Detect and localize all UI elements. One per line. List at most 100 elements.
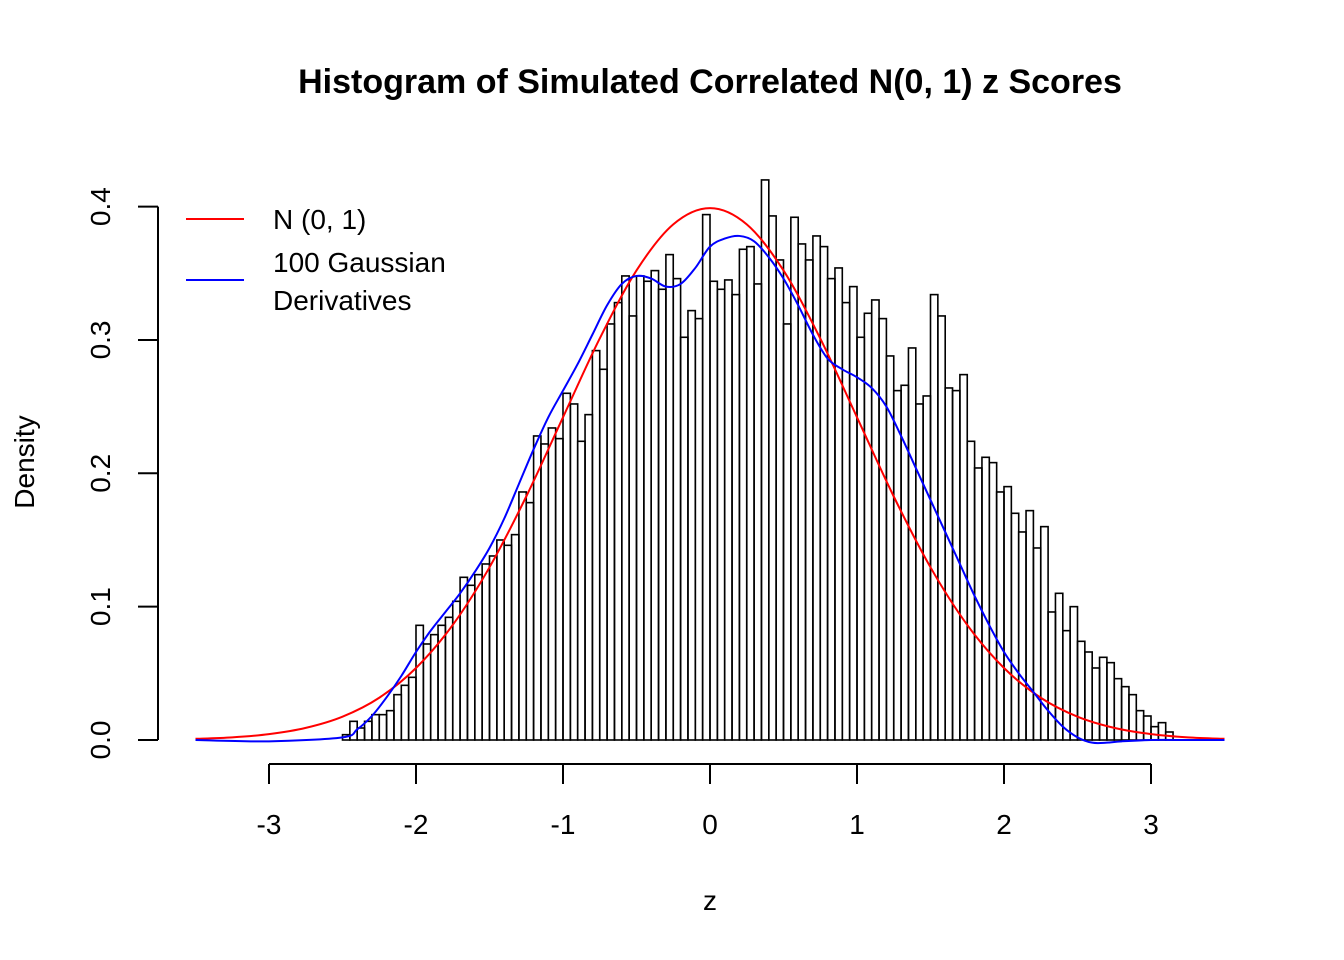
histogram-bar (716, 288, 726, 741)
histogram-bar (988, 461, 998, 741)
histogram-bar (775, 259, 785, 741)
histogram-bar (628, 315, 638, 741)
histogram-bar (1062, 629, 1071, 741)
y-axis-label: Density (9, 415, 40, 508)
histogram-bar (922, 395, 932, 741)
histogram-bar (1003, 485, 1013, 741)
histogram-bar (944, 387, 954, 741)
legend-label-normal: N (0, 1) (273, 204, 366, 235)
histogram-bar (518, 491, 528, 741)
histogram-bar (914, 403, 924, 741)
histogram-bar (1047, 611, 1057, 741)
histogram-bar (650, 269, 660, 741)
y-tick-label: 0.2 (85, 454, 116, 493)
histogram-bar (371, 713, 381, 741)
histogram-bar (760, 179, 770, 741)
histogram-bar (1157, 721, 1167, 741)
histogram-bar (892, 389, 902, 741)
histogram-bar (1084, 651, 1093, 741)
histogram-bar (731, 293, 741, 741)
histogram-bar (1128, 693, 1138, 741)
y-tick-label: 0.4 (85, 187, 116, 226)
x-tick-label: -1 (551, 809, 576, 840)
histogram-bar (496, 539, 506, 741)
histogram-bar (400, 684, 410, 741)
histogram-bar (1113, 677, 1123, 741)
histogram-bar (819, 245, 829, 741)
histogram-bar (966, 440, 976, 741)
histogram-bar (745, 245, 755, 741)
histogram-bar (635, 275, 645, 741)
histogram-bar (1032, 547, 1042, 741)
histogram-bar (1091, 667, 1101, 741)
histogram-bar (613, 301, 623, 741)
histogram-bar (753, 283, 763, 741)
histogram-bar (995, 491, 1005, 741)
histogram-bar (481, 563, 491, 741)
histogram-bar (951, 389, 961, 741)
histogram-bar (782, 323, 792, 741)
chart-title: Histogram of Simulated Correlated N(0, 1… (298, 63, 1122, 101)
histogram-bar (569, 403, 579, 741)
histogram-bar (863, 312, 873, 741)
y-tick-label: 0.1 (85, 587, 116, 626)
x-axis: -3 -2 -1 0 1 2 3 (257, 763, 1159, 840)
histogram-bar (488, 555, 498, 741)
histogram-bar (407, 676, 417, 741)
y-tick-label: 0.3 (85, 320, 116, 359)
histogram-bar (444, 616, 454, 741)
x-tick-label: -2 (404, 809, 429, 840)
histogram-bar (547, 427, 557, 741)
x-tick-label: -3 (257, 809, 282, 840)
histogram-bar (1076, 640, 1086, 741)
histogram-bar (687, 309, 697, 741)
histogram-bars (341, 179, 1174, 741)
histogram-bar (767, 215, 777, 741)
histogram-bar (878, 317, 888, 741)
histogram-bar (620, 275, 630, 741)
histogram-bar (723, 279, 733, 741)
gaussian-derivatives-line (195, 234, 1225, 745)
histogram-bar (870, 299, 880, 741)
density-curves (195, 207, 1225, 745)
histogram-bar (532, 435, 542, 741)
histogram-bar (826, 277, 836, 741)
histogram-bar (856, 336, 866, 741)
histogram-bar (510, 533, 520, 741)
histogram-bar (694, 317, 704, 741)
histogram-bar (665, 253, 675, 741)
y-tick-label: 0.0 (85, 721, 116, 760)
histogram-bar (1135, 709, 1145, 741)
legend-label-gaussian-line2: Derivatives (273, 285, 411, 316)
y-axis: 0.0 0.1 0.2 0.3 0.4 (85, 187, 159, 760)
histogram-bar (1054, 592, 1064, 741)
histogram-bar (1069, 605, 1079, 741)
histogram-bar (701, 213, 711, 741)
histogram-bar (1098, 656, 1108, 741)
histogram-bar (356, 727, 366, 741)
histogram-bar (606, 323, 616, 741)
histogram-bar (679, 336, 689, 741)
x-tick-label: 2 (996, 809, 1012, 840)
histogram-bar (1017, 531, 1027, 741)
x-tick-label: 3 (1143, 809, 1159, 840)
histogram-bar (473, 573, 483, 741)
histogram-bar (709, 280, 719, 741)
histogram-bar (598, 368, 608, 741)
x-tick-label: 1 (849, 809, 865, 840)
histogram-bar (738, 248, 748, 741)
histogram-bar (584, 413, 594, 741)
histogram-bar (591, 349, 601, 741)
histogram-bar (959, 373, 969, 741)
histogram-bar (540, 443, 550, 741)
histogram-bar (554, 437, 564, 741)
legend-label-gaussian: 100 Gaussian (273, 247, 446, 278)
histogram-bar (981, 456, 991, 741)
histogram-bar (385, 709, 395, 741)
histogram-bar (503, 544, 513, 741)
histogram-bar (1120, 685, 1130, 741)
legend: N (0, 1) 100 Gaussian Derivatives (186, 204, 446, 316)
histogram-bar (812, 235, 822, 741)
histogram-bar (1025, 509, 1035, 741)
histogram-bar (1010, 512, 1020, 741)
